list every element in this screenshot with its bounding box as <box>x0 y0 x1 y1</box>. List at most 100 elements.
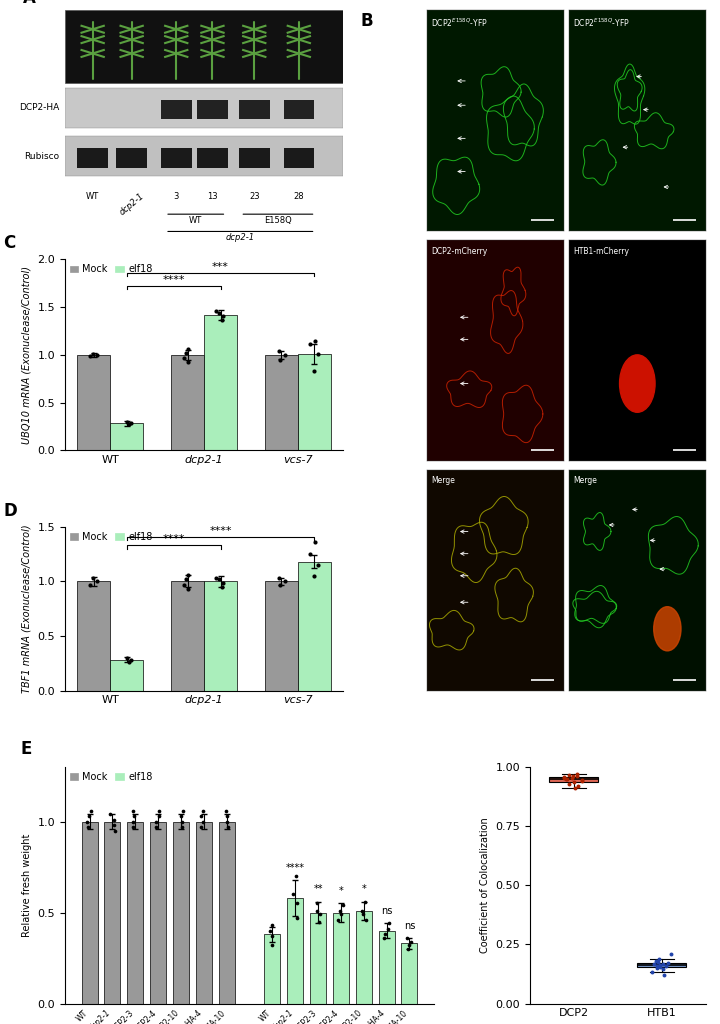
Point <box>84 808 95 824</box>
Point <box>405 934 416 950</box>
Point <box>182 581 194 597</box>
Point <box>654 950 665 967</box>
Text: 28: 28 <box>294 191 304 201</box>
Point <box>176 813 187 829</box>
Bar <box>204 314 237 451</box>
Point <box>127 819 138 836</box>
Point <box>560 771 572 787</box>
Point <box>182 341 194 357</box>
PathPatch shape <box>637 963 686 968</box>
Point <box>567 769 578 785</box>
Text: dcp2-1: dcp2-1 <box>226 233 255 242</box>
Point <box>651 959 662 976</box>
Point <box>562 771 573 787</box>
Text: WT: WT <box>189 216 202 225</box>
Point <box>222 808 233 824</box>
Point <box>292 895 303 911</box>
Point <box>660 957 672 974</box>
Bar <box>265 355 298 451</box>
Point <box>91 347 102 364</box>
Text: B: B <box>360 12 373 31</box>
Point <box>564 775 575 792</box>
Text: ns: ns <box>404 921 415 931</box>
Point <box>311 895 323 911</box>
Point <box>84 348 96 365</box>
Point <box>125 415 137 431</box>
Text: 13: 13 <box>207 191 217 201</box>
Bar <box>110 423 143 451</box>
Point <box>337 897 348 913</box>
Point <box>314 913 325 930</box>
Point <box>292 910 303 927</box>
Point <box>266 937 278 953</box>
Point <box>264 923 276 939</box>
Text: ****: **** <box>210 525 232 536</box>
Point <box>356 902 368 919</box>
Point <box>121 649 132 666</box>
Text: ****: **** <box>286 862 305 872</box>
Point <box>568 774 580 791</box>
Point <box>650 952 662 969</box>
Text: ns: ns <box>381 906 392 916</box>
Point <box>567 768 578 784</box>
Point <box>287 886 299 902</box>
Bar <box>298 354 330 451</box>
Bar <box>284 100 314 119</box>
Bar <box>171 582 204 690</box>
Point <box>121 414 132 430</box>
Point <box>178 349 189 366</box>
Point <box>576 773 588 790</box>
Point <box>123 653 135 670</box>
Point <box>108 812 120 828</box>
Y-axis label: Relative fresh weight: Relative fresh weight <box>22 834 32 937</box>
Point <box>273 570 284 587</box>
Point <box>217 307 229 324</box>
Legend: Mock, elf18: Mock, elf18 <box>70 531 153 542</box>
Y-axis label: Coefficient of Colocalization: Coefficient of Colocalization <box>480 817 490 953</box>
Point <box>279 573 291 590</box>
Point <box>266 918 278 934</box>
Bar <box>161 148 192 168</box>
Bar <box>173 821 189 1004</box>
Bar <box>264 934 280 1004</box>
Bar <box>197 148 228 168</box>
Circle shape <box>619 355 655 413</box>
Point <box>654 958 665 975</box>
Point <box>128 808 140 824</box>
Point <box>572 778 584 795</box>
Point <box>109 817 120 834</box>
Legend: Mock, elf18: Mock, elf18 <box>70 264 153 274</box>
Point <box>178 803 189 819</box>
Point <box>182 353 194 370</box>
Point <box>125 652 137 669</box>
Point <box>657 962 669 978</box>
Bar <box>78 582 110 690</box>
Text: DCP2$^{E158Q}$-YFP: DCP2$^{E158Q}$-YFP <box>573 16 630 30</box>
Text: DCP2-HA: DCP2-HA <box>19 103 59 113</box>
Point <box>178 577 189 593</box>
Point <box>361 911 372 928</box>
Bar <box>219 821 235 1004</box>
Point <box>308 568 320 585</box>
Bar <box>356 910 372 1004</box>
Text: E: E <box>20 739 32 758</box>
Point <box>335 902 346 919</box>
Point <box>383 915 395 932</box>
Point <box>304 546 315 562</box>
Point <box>88 346 99 362</box>
Bar <box>265 582 298 690</box>
Point <box>646 964 657 980</box>
Bar <box>77 148 108 168</box>
Point <box>559 770 570 786</box>
Text: *: * <box>338 886 343 896</box>
Bar <box>379 931 395 1004</box>
Bar <box>65 136 343 176</box>
Point <box>274 351 285 368</box>
Point <box>402 941 413 957</box>
Text: dcp2-1: dcp2-1 <box>117 191 145 217</box>
Point <box>211 303 222 319</box>
Point <box>665 946 677 963</box>
Point <box>357 906 369 923</box>
Point <box>222 819 234 836</box>
Bar <box>81 821 98 1004</box>
